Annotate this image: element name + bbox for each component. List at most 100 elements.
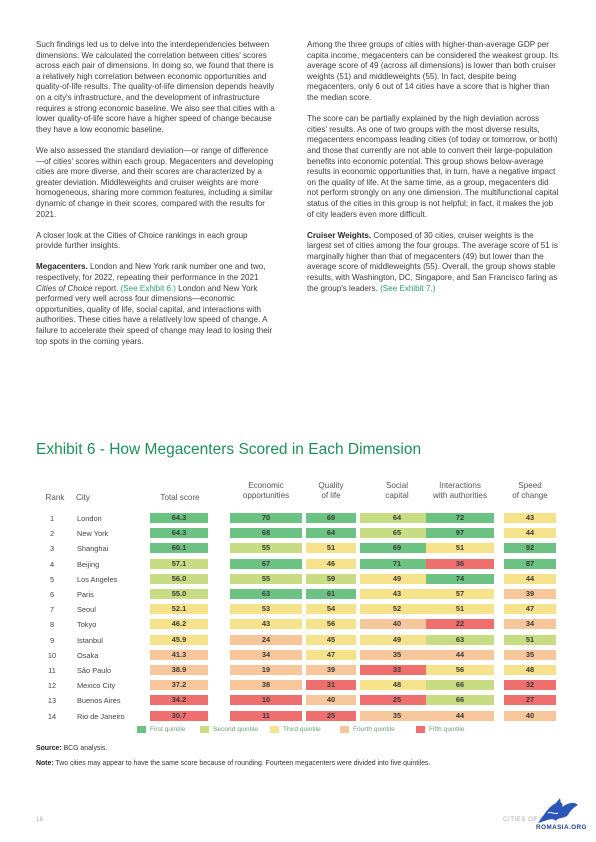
city-cell: Seoul	[77, 605, 96, 614]
paragraph-closer-look: A closer look at the Cities of Choice ra…	[36, 231, 276, 252]
city-cell: Istanbul	[77, 636, 103, 645]
score-cell-total: 60.1	[150, 543, 208, 553]
header-qol: Quality of life	[300, 481, 362, 501]
score-cell-speed: 51	[504, 635, 556, 645]
rank-cell: 4	[42, 560, 62, 569]
score-cell-social: 52	[360, 604, 434, 614]
rank-cell: 5	[42, 575, 62, 584]
header-total-score: Total score	[150, 493, 210, 503]
paragraph-deviation: We also assessed the standard deviation—…	[36, 146, 276, 220]
city-cell: Shanghai	[77, 544, 108, 553]
header-city: City	[76, 493, 116, 503]
score-cell-inter: 74	[426, 574, 494, 584]
score-cell-total: 56.0	[150, 574, 208, 584]
score-cell-qol: 54	[306, 604, 356, 614]
score-cell-speed: 87	[504, 559, 556, 569]
rank-cell: 14	[42, 712, 62, 721]
score-cell-speed: 48	[504, 665, 556, 675]
score-cell-econ: 11	[230, 711, 302, 721]
city-cell: Rio de Janeiro	[77, 712, 125, 721]
score-cell-qol: 39	[306, 665, 356, 675]
score-cell-inter: 44	[426, 650, 494, 660]
legend-label: Second quintile	[213, 726, 258, 733]
megacenters-text-mid: report.	[93, 284, 121, 293]
source-label: Source:	[36, 745, 62, 752]
score-cell-total: 34.2	[150, 695, 208, 705]
header-speed: Speed of change	[498, 481, 562, 501]
legend-label: Fifth quintile	[429, 726, 465, 733]
legend-swatch	[200, 726, 209, 733]
score-cell-social: 65	[360, 528, 434, 538]
city-cell: Beijing	[77, 560, 99, 569]
legend-label: First quintile	[150, 726, 186, 733]
rank-cell: 6	[42, 590, 62, 599]
header-econ: Economic opportunities	[224, 481, 308, 501]
page-number: 16	[36, 816, 43, 823]
score-cell-total: 55.0	[150, 589, 208, 599]
legend-item-second: Second quintile	[200, 725, 258, 734]
legend-item-third: Third quintile	[270, 725, 321, 734]
paragraph-findings: Such findings led us to delve into the i…	[36, 40, 276, 135]
score-cell-speed: 43	[504, 513, 556, 523]
score-cell-inter: 51	[426, 604, 494, 614]
score-cell-qol: 61	[306, 589, 356, 599]
score-cell-total: 64.3	[150, 528, 208, 538]
score-cell-social: 25	[360, 695, 434, 705]
score-cell-social: 40	[360, 619, 434, 629]
score-cell-speed: 40	[504, 711, 556, 721]
rank-cell: 7	[42, 605, 62, 614]
score-cell-inter: 57	[426, 589, 494, 599]
city-cell: São Paulo	[77, 666, 111, 675]
score-cell-qol: 47	[306, 650, 356, 660]
score-cell-qol: 31	[306, 680, 356, 690]
score-cell-total: 45.9	[150, 635, 208, 645]
city-cell: Tokyo	[77, 620, 96, 629]
paragraph-high-deviation: The score can be partially explained by …	[307, 114, 560, 220]
score-cell-social: 35	[360, 650, 434, 660]
rank-cell: 3	[42, 544, 62, 553]
score-cell-social: 35	[360, 711, 434, 721]
rank-cell: 2	[42, 529, 62, 538]
score-cell-speed: 92	[504, 543, 556, 553]
score-cell-total: 38.9	[150, 665, 208, 675]
legend-swatch	[270, 726, 279, 733]
legend-item-fifth: Fifth quintile	[416, 725, 465, 734]
exhibit-7-link[interactable]: (See Exhibit 7.)	[380, 284, 435, 293]
rank-cell: 1	[42, 514, 62, 523]
score-cell-qol: 51	[306, 543, 356, 553]
score-cell-speed: 47	[504, 604, 556, 614]
score-cell-qol: 25	[306, 711, 356, 721]
score-cell-social: 69	[360, 543, 434, 553]
exhibit-6-link[interactable]: (See Exhibit 6.)	[121, 284, 176, 293]
score-cell-econ: 38	[230, 680, 302, 690]
rank-cell: 8	[42, 620, 62, 629]
score-cell-speed: 32	[504, 680, 556, 690]
watermark-text: ROMASIA.ORG	[536, 824, 587, 831]
city-cell: Paris	[77, 590, 94, 599]
score-cell-social: 49	[360, 574, 434, 584]
score-cell-total: 46.2	[150, 619, 208, 629]
cruiser-lead: Cruiser Weights.	[307, 231, 371, 240]
score-cell-inter: 66	[426, 680, 494, 690]
city-cell: Osaka	[77, 651, 98, 660]
city-cell: Mexico City	[77, 681, 115, 690]
city-cell: Los Angeles	[77, 575, 117, 584]
paragraph-megacenters: Megacenters. London and New York rank nu…	[36, 262, 276, 347]
source-line: Source: BCG analysis.	[36, 745, 107, 752]
score-cell-total: 64.3	[150, 513, 208, 523]
score-cell-econ: 10	[230, 695, 302, 705]
score-cell-social: 49	[360, 635, 434, 645]
score-cell-speed: 34	[504, 619, 556, 629]
report-title: Cities of Choice	[36, 284, 93, 293]
paragraph-gdp: Among the three groups of cities with hi…	[307, 40, 560, 104]
score-cell-social: 64	[360, 513, 434, 523]
right-text-column: Among the three groups of cities with hi…	[307, 40, 560, 305]
score-cell-speed: 27	[504, 695, 556, 705]
score-cell-qol: 40	[306, 695, 356, 705]
legend-label: Fourth quintile	[353, 726, 395, 733]
note-label: Note:	[36, 760, 54, 767]
score-cell-qol: 46	[306, 559, 356, 569]
score-cell-econ: 55	[230, 543, 302, 553]
score-cell-speed: 35	[504, 650, 556, 660]
score-cell-econ: 63	[230, 589, 302, 599]
